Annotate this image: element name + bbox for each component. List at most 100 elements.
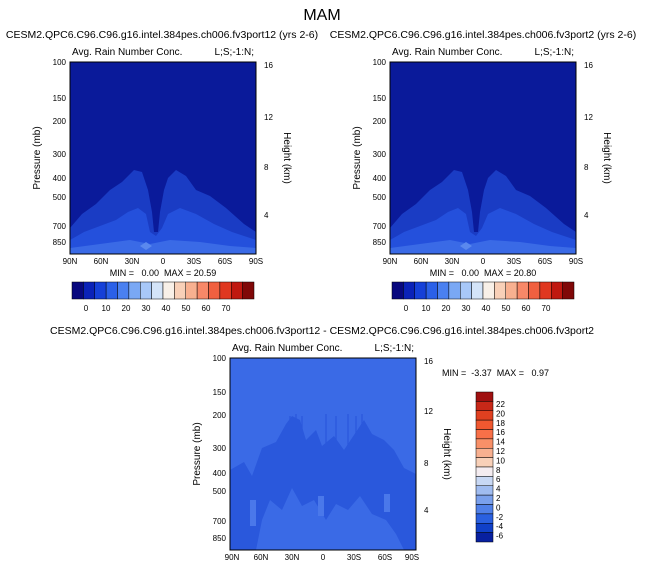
y-tick-label: 700 — [53, 222, 67, 231]
y-tick-label: 400 — [373, 174, 387, 183]
colorbar-swatch — [539, 281, 552, 300]
colorbar-label: -6 — [496, 532, 504, 541]
colorbar-swatch — [475, 429, 494, 440]
colorbar-label: 10 — [496, 456, 505, 465]
colorbar-swatch — [475, 494, 494, 505]
y-tick-label: 200 — [373, 117, 387, 126]
axis-left: 100 150 200 300 400 500 700 850 — [53, 58, 67, 247]
colorbar-label: 0 — [496, 503, 501, 512]
y-tick-label: 150 — [213, 388, 227, 397]
colorbar-swatch — [475, 391, 494, 402]
colorbar-label: 40 — [482, 304, 491, 313]
colorbar-swatch — [208, 281, 221, 300]
y-tick-label: 300 — [53, 150, 67, 159]
colorbar-label: 2 — [496, 494, 501, 503]
colorbar-label: 40 — [162, 304, 171, 313]
y-tick-label: 700 — [373, 222, 387, 231]
colorbar-swatch — [185, 281, 198, 300]
y-tick-label: 400 — [213, 469, 227, 478]
y-tick-label: 200 — [53, 117, 67, 126]
colorbar-swatch — [475, 438, 494, 449]
colorbar-swatch — [505, 281, 518, 300]
panel-title: CESM2.QPC6.C96.C96.g16.intel.384pes.ch00… — [330, 29, 636, 41]
height-tick-label: 12 — [264, 113, 273, 122]
y-axis-label: Pressure (mb) — [352, 126, 363, 189]
plot-area — [390, 62, 576, 254]
y-tick-label: 850 — [373, 238, 387, 247]
panel-subtitle-right: L;S;-1:N; — [375, 343, 414, 354]
x-tick-label: 30N — [285, 553, 300, 562]
y-tick-label: 200 — [213, 411, 227, 420]
panel-2: CESM2.QPC6.C96.C96.g16.intel.384pes.ch00… — [330, 29, 636, 313]
field-contour-surface — [70, 240, 256, 254]
colorbar-label: 60 — [202, 304, 211, 313]
y-tick-label: 150 — [373, 94, 387, 103]
colorbar-swatch — [414, 281, 427, 300]
y-tick-label: 850 — [213, 534, 227, 543]
colorbar-swatch — [71, 281, 84, 300]
x-tick-label: 0 — [161, 257, 166, 266]
colorbar-label: 30 — [462, 304, 471, 313]
field-stats: MIN = -3.37 MAX = 0.97 — [442, 368, 549, 378]
y-axis-label: Pressure (mb) — [32, 126, 43, 189]
colorbar-swatch — [151, 281, 164, 300]
y-tick-label: 500 — [53, 193, 67, 202]
colorbar-label: 22 — [496, 400, 505, 409]
x-tick-label: 90S — [405, 553, 419, 562]
colorbar-swatch — [196, 281, 209, 300]
y-tick-label: 500 — [213, 487, 227, 496]
height-tick-label: 12 — [424, 407, 433, 416]
height-tick-label: 16 — [424, 357, 433, 366]
colorbar-swatch — [460, 281, 472, 300]
axis-right: 16 12 8 4 — [584, 61, 593, 220]
y-tick-label: 500 — [373, 193, 387, 202]
x-tick-label: 90N — [383, 257, 398, 266]
x-tick-label: 0 — [321, 553, 326, 562]
figure-title: MAM — [303, 7, 340, 24]
x-tick-label: 30N — [445, 257, 460, 266]
colorbar-label: 4 — [496, 485, 501, 494]
x-tick-label: 60S — [378, 553, 392, 562]
colorbar-swatch — [231, 281, 243, 300]
height-axis-label: Height (km) — [281, 132, 292, 184]
colorbar-swatch — [475, 448, 494, 458]
colorbar-swatch — [475, 523, 494, 533]
x-tick-label: 90N — [63, 257, 78, 266]
axis-left: 100 150 200 300 400 500 700 850 — [213, 354, 227, 543]
height-axis-label: Height (km) — [441, 428, 452, 480]
colorbar-swatch — [437, 281, 450, 300]
colorbar-swatch — [174, 281, 186, 300]
colorbar-swatch — [94, 281, 107, 300]
colorbar-label: 0 — [84, 304, 89, 313]
colorbar-label: 30 — [142, 304, 151, 313]
panel-subtitle-left: Avg. Rain Number Conc. — [72, 47, 182, 58]
axis-left: 100 150 200 300 400 500 700 850 — [373, 58, 387, 247]
colorbar-label: 20 — [442, 304, 451, 313]
x-tick-label: 30N — [125, 257, 140, 266]
colorbar-swatch — [475, 410, 494, 421]
field-stats: MIN = 0.00 MAX = 20.59 — [110, 268, 217, 278]
colorbar-label: -4 — [496, 522, 504, 531]
y-tick-label: 300 — [373, 150, 387, 159]
colorbar: 0 10 20 30 40 50 60 70 — [391, 281, 575, 313]
field-streaks — [289, 414, 363, 470]
panel-subtitle-left: Avg. Rain Number Conc. — [232, 343, 342, 354]
colorbar-label: 10 — [102, 304, 111, 313]
field-contour-band — [256, 488, 404, 550]
colorbar-label: 12 — [496, 447, 505, 456]
colorbar-swatch — [475, 485, 494, 496]
colorbar-label: -2 — [496, 513, 504, 522]
height-tick-label: 4 — [424, 506, 429, 515]
x-tick-label: 60N — [254, 553, 269, 562]
colorbar-label: 50 — [182, 304, 191, 313]
colorbar-swatch — [448, 281, 461, 300]
x-tick-label: 60N — [94, 257, 109, 266]
x-tick-label: 30S — [347, 553, 361, 562]
plot-frame — [229, 357, 417, 551]
x-tick-label: 30S — [507, 257, 521, 266]
x-tick-label: 0 — [481, 257, 486, 266]
field-contour-blip — [460, 242, 472, 250]
colorbar-swatch — [475, 401, 494, 411]
colorbar-swatch — [242, 281, 255, 300]
